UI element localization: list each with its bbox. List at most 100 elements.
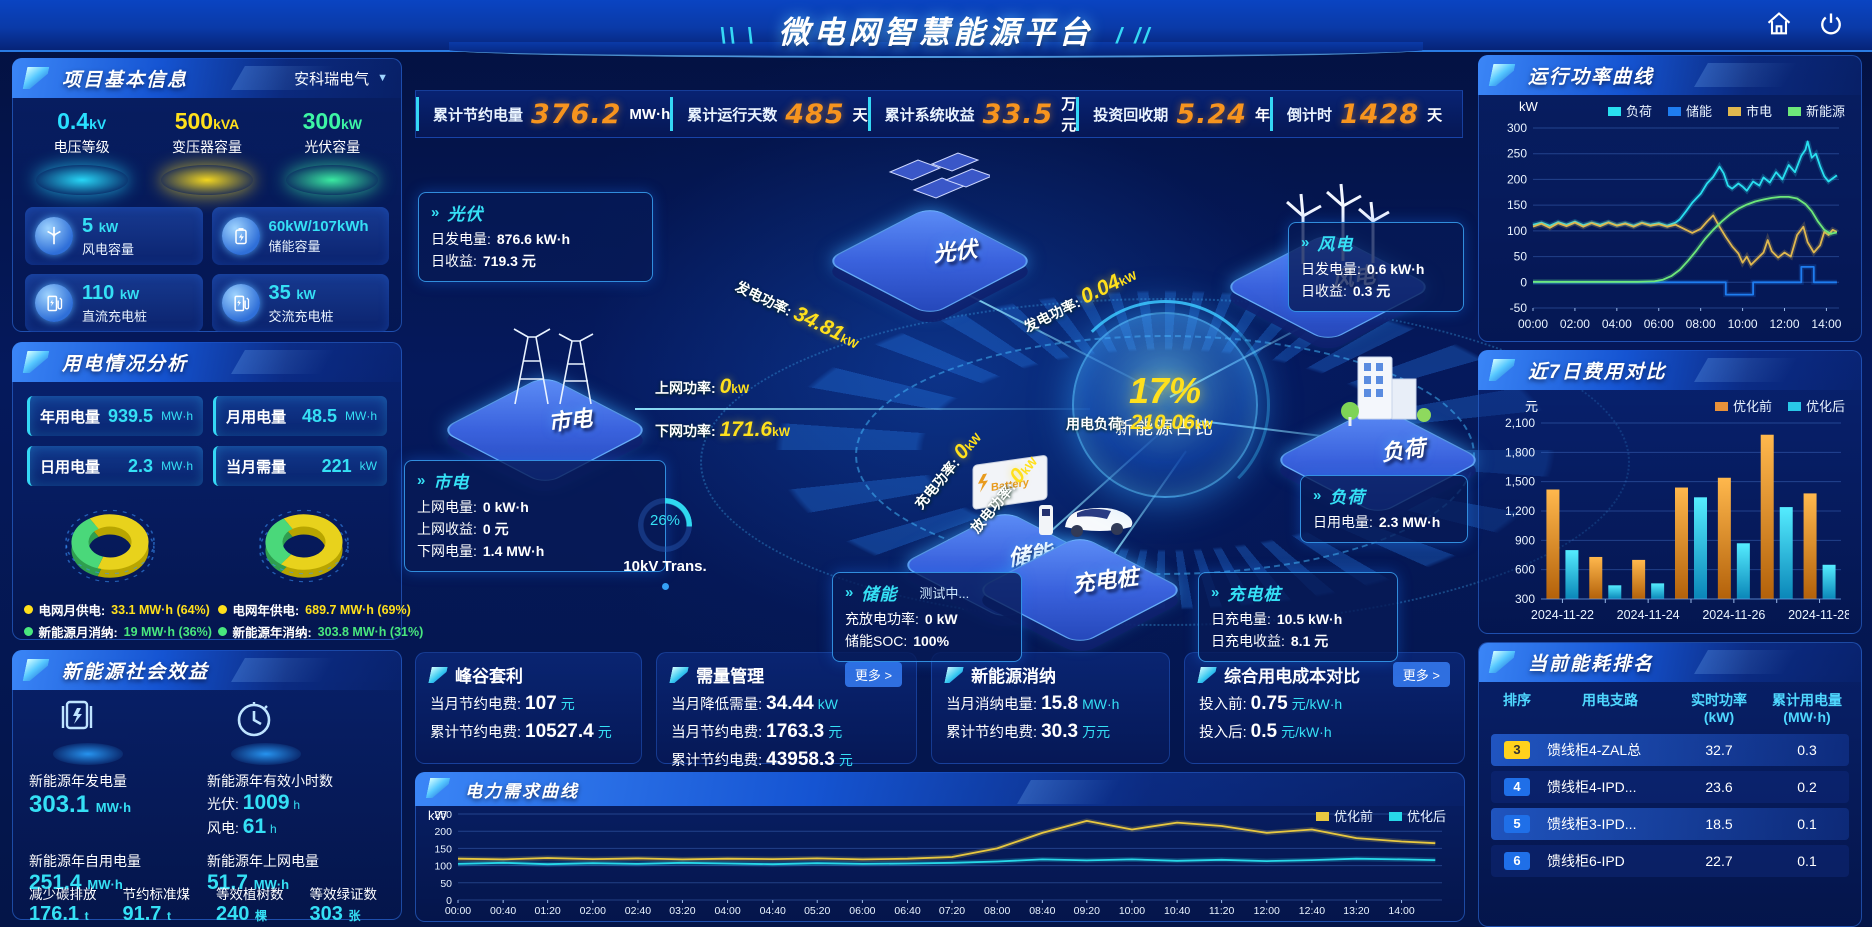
svg-text:-50: -50 bbox=[1510, 301, 1528, 315]
rank-badge: 3 bbox=[1504, 741, 1530, 759]
legend-item-市电: 市电 bbox=[1727, 101, 1772, 120]
line-label: 储能SOC: bbox=[845, 633, 908, 649]
battery-icon bbox=[221, 217, 260, 255]
more-button[interactable]: 更多 > bbox=[844, 662, 903, 687]
ranking-header-3: 累计用电量 (MW·h) bbox=[1772, 692, 1842, 725]
podium-value: 300kW bbox=[302, 108, 362, 134]
capacity-card-3: 35 kW 交流充电桩 bbox=[211, 274, 389, 332]
flow-value: 34.81 bbox=[790, 301, 848, 346]
benefit-mini-value: 176.1 t bbox=[29, 903, 89, 925]
legend-item: 新能源年消纳: 303.8 MW·h (31%) bbox=[217, 622, 423, 641]
line-label: 上网收益: bbox=[417, 521, 477, 537]
legend-item-优化前: 优化前 bbox=[1714, 396, 1772, 415]
svg-text:10:00: 10:00 bbox=[1119, 905, 1145, 917]
info-box-title: 光伏 bbox=[447, 205, 484, 224]
legend-label: 电网月供电: bbox=[38, 604, 106, 618]
table-row[interactable]: 4 馈线柜4-IPD... 23.6 0.2 bbox=[1491, 771, 1849, 803]
home-button[interactable] bbox=[1764, 10, 1794, 40]
kpi-item-1: 累计运行天数 485 天 bbox=[670, 97, 868, 131]
info-box-pv: » 光伏 日发电量: 876.6 kW·h 日收益: 719.3 元 bbox=[418, 192, 653, 282]
title-deco-left: \\ \ bbox=[719, 23, 757, 48]
runpower-ylabel: kW bbox=[1519, 99, 1538, 114]
svg-text:00:40: 00:40 bbox=[490, 905, 516, 917]
info-box-header: » 储能 测试中... bbox=[845, 580, 1009, 605]
solar-energy-icon bbox=[61, 700, 93, 730]
fee-compare-chart: 2,100 1,800 1,500 1,200 900 600 300 2024-11-22 2… bbox=[1491, 415, 1851, 630]
svg-text:300: 300 bbox=[1507, 121, 1527, 135]
benefit-mini-label: 等效植树数 bbox=[216, 887, 284, 902]
flow-name: 上网功率: bbox=[655, 380, 720, 396]
podium-label: 电压等级 bbox=[53, 139, 110, 155]
panel-title: 电力需求曲线 bbox=[465, 781, 579, 801]
svg-text:04:00: 04:00 bbox=[714, 905, 740, 917]
info-box-header: » 负荷 bbox=[1313, 483, 1455, 508]
usage-stat-unit: kW bbox=[359, 459, 377, 473]
usage-stat-1: 月用电量 48.5 MW·h bbox=[213, 396, 387, 436]
hours-podium bbox=[207, 698, 385, 765]
capacity-podium-2: 300kW 光伏容量 bbox=[273, 108, 391, 195]
chevron-right-icon: » bbox=[417, 472, 426, 489]
info-box-line-1: 日收益: 0.3 元 bbox=[1301, 280, 1451, 302]
line-label: 日发电量: bbox=[1301, 261, 1361, 277]
demand-curve-chart: 250 200 150 100 50 0 00:00 00:40 01:20 02:00 02:40… bbox=[416, 808, 1464, 923]
power-value: 32.7 bbox=[1705, 742, 1733, 758]
benefit-mini-3: 等效绿证数 303 张 bbox=[310, 883, 378, 926]
donut-month: 电网月供电: 33.1 MW·h (64%) 新能源月消纳: 19 MW·h (3… bbox=[18, 490, 212, 641]
svg-text:250: 250 bbox=[1507, 147, 1527, 161]
capacity-podiums: 0.4kV 电压等级 500kVA 变压器容量 300kW 光伏容量 bbox=[13, 98, 401, 195]
chevron-right-icon: » bbox=[1313, 487, 1322, 504]
summary-line-0: 投入前: 0.75 元/kW·h bbox=[1199, 693, 1343, 714]
flow-value: 171.6 bbox=[719, 418, 773, 441]
flow-label-1: 上网功率: 0kW bbox=[655, 375, 749, 399]
kpi-label: 累计系统收益 bbox=[884, 106, 975, 124]
energy-value: 0.3 bbox=[1797, 742, 1817, 758]
more-button[interactable]: 更多 > bbox=[1392, 662, 1450, 687]
company-dropdown[interactable]: 安科瑞电气 ▼ bbox=[294, 68, 388, 89]
panel-glyph-icon bbox=[23, 67, 50, 89]
energy-ranking-table: 排序 用电支路 实时功率 (kW) 累计用电量 (MW·h) 3 馈线柜4-ZAL总 32.… bbox=[1479, 682, 1861, 877]
top-header: \\ \ 微电网智慧能源平台 / // bbox=[0, 0, 1872, 58]
legend-swatch bbox=[1315, 812, 1329, 821]
svg-text:300: 300 bbox=[1515, 592, 1535, 606]
summary-panel-header: 需量管理 更多 > bbox=[671, 662, 903, 687]
legend-swatch bbox=[1714, 402, 1728, 411]
summary-panel-header: 综合用电成本对比 更多 > bbox=[1199, 662, 1450, 687]
page-title: 微电网智慧能源平台 bbox=[778, 15, 1094, 50]
table-row[interactable]: 3 馈线柜4-ZAL总 32.7 0.3 bbox=[1491, 734, 1849, 766]
table-row[interactable]: 5 馈线柜3-IPD... 18.5 0.1 bbox=[1491, 808, 1849, 840]
island-grid: 市电 bbox=[438, 325, 655, 486]
flow-label-4: 用电负荷: 210.06kW bbox=[1066, 411, 1213, 435]
flow-value: 210.06 bbox=[1130, 411, 1195, 434]
legend-dot bbox=[23, 627, 33, 636]
capacity-card-text: 35 kW 交流充电桩 bbox=[269, 282, 334, 325]
panel-glyph-icon bbox=[428, 667, 447, 683]
rank-badge: 4 bbox=[1504, 778, 1530, 796]
island-pv: 光伏 bbox=[823, 152, 1040, 317]
panel-demand-header: 电力需求曲线 bbox=[415, 772, 1465, 806]
kpi-unit: 天 bbox=[1427, 106, 1443, 124]
svg-text:2024-11-28: 2024-11-28 bbox=[1788, 608, 1849, 622]
svg-text:04:00: 04:00 bbox=[1602, 317, 1632, 331]
legend-label: 新能源年消纳: bbox=[232, 626, 312, 640]
svg-text:00:00: 00:00 bbox=[1518, 317, 1548, 331]
summary-panel-2: 新能源消纳 当月消纳电量: 15.8 MW·h 累计节约电费: 30.3 万元 bbox=[931, 652, 1171, 764]
capacity-podium-1: 500kVA 变压器容量 bbox=[148, 108, 266, 195]
svg-text:05:20: 05:20 bbox=[804, 905, 830, 917]
summary-panel-header: 新能源消纳 bbox=[946, 662, 1155, 687]
svg-text:03:20: 03:20 bbox=[669, 905, 695, 917]
grid-island-icon bbox=[445, 319, 655, 414]
capacity-card-value: 60kW/107kWh bbox=[268, 217, 369, 235]
kpi-unit: 万元 bbox=[1061, 96, 1077, 134]
usage-stat-2: 日用电量 2.3 MW·h bbox=[27, 446, 204, 486]
kpi-label: 投资回收期 bbox=[1093, 106, 1169, 124]
table-row[interactable]: 6 馈线柜6-IPD 22.7 0.1 bbox=[1491, 845, 1849, 877]
info-box-line-1: 日收益: 719.3 元 bbox=[431, 250, 640, 272]
kpi-item-3: 投资回收期 5.24 年 bbox=[1076, 97, 1270, 131]
power-button[interactable] bbox=[1816, 10, 1846, 40]
panel-glyph-icon bbox=[1489, 359, 1516, 381]
transformer-dot bbox=[661, 583, 669, 590]
legend-item-优化后: 优化后 bbox=[1388, 806, 1446, 825]
capacity-card-1: 60kW/107kWh 储能容量 bbox=[211, 207, 389, 265]
ranking-header-2: 实时功率 (kW) bbox=[1691, 692, 1747, 725]
svg-text:08:00: 08:00 bbox=[1686, 317, 1716, 331]
